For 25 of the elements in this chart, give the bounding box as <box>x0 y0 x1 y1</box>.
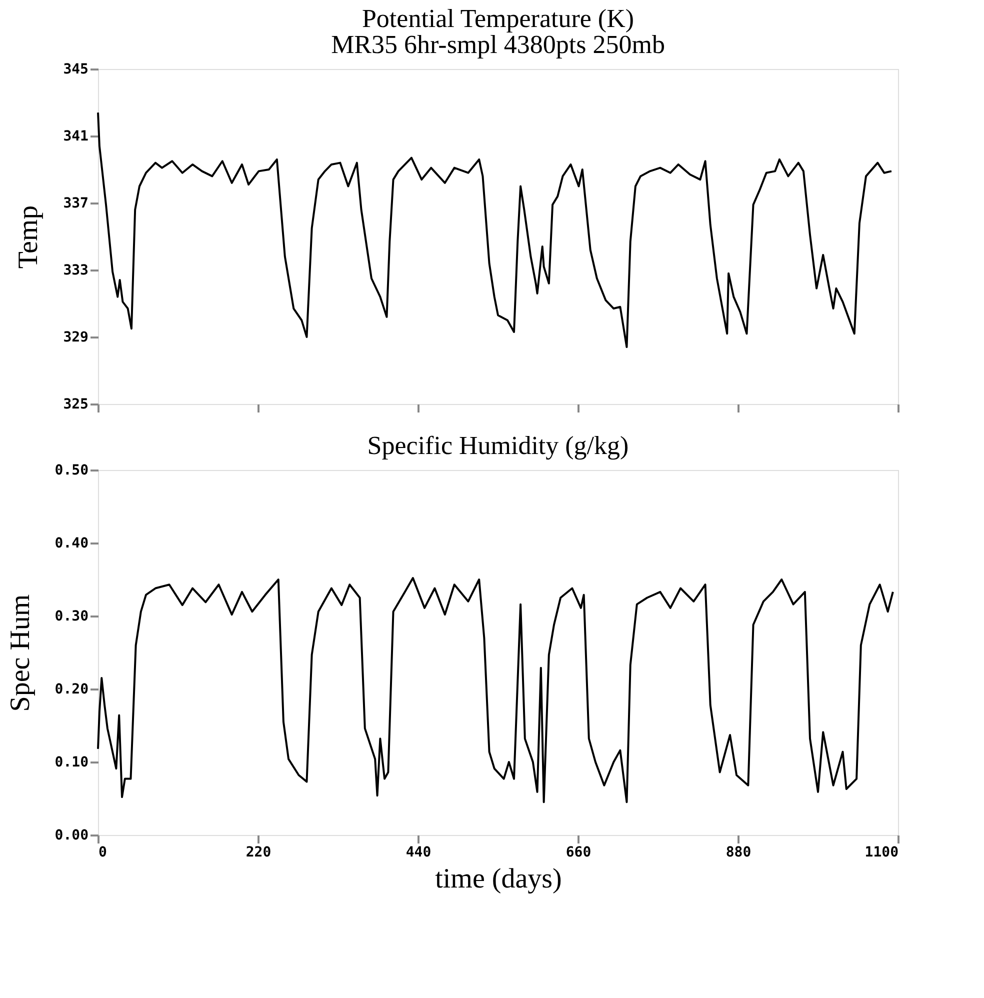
x-tick-label: 880 <box>726 844 752 860</box>
y-tick-label: 341 <box>63 128 88 144</box>
y-tick-label: 0.20 <box>54 682 88 698</box>
y-tick-label: 0.30 <box>54 608 88 624</box>
x-tick-label: 0 <box>98 844 107 860</box>
y-tick-label: 0.10 <box>54 754 88 770</box>
y-axis-title: Temp <box>13 205 44 269</box>
y-tick-label: 345 <box>63 62 88 78</box>
chart-title: Potential Temperature (K) <box>362 4 634 33</box>
y-tick-label: 0.00 <box>54 828 88 844</box>
x-tick-label: 440 <box>406 844 432 860</box>
y-tick-label: 0.50 <box>54 462 88 478</box>
chart-title: Specific Humidity (g/kg) <box>367 431 629 460</box>
line-series <box>97 112 892 348</box>
y-tick-label: 337 <box>63 196 88 212</box>
x-axis-title: time (days) <box>435 864 562 894</box>
x-tick-label: 1100 <box>864 844 898 860</box>
y-tick-label: 325 <box>63 396 88 412</box>
y-tick-label: 0.40 <box>54 536 88 552</box>
x-tick-label: 660 <box>566 844 592 860</box>
y-tick-label: 333 <box>63 262 88 278</box>
line-series <box>97 577 894 804</box>
y-tick-label: 329 <box>63 330 88 346</box>
x-tick-label: 220 <box>246 844 272 860</box>
y-axis-title: Spec Hum <box>4 594 36 712</box>
